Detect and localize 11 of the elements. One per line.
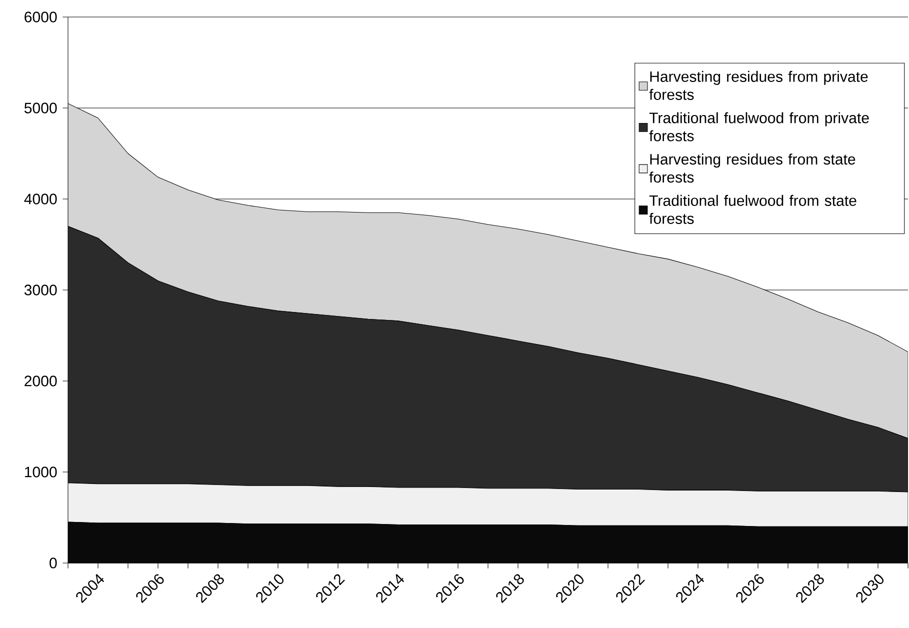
legend-label: Harvesting residues from private forests [649,70,868,100]
legend-label: Traditional fuelwood from state forests [649,194,856,224]
y-tick-label: 2000 [24,376,57,386]
y-tick-label: 6000 [24,12,57,22]
legend-label: Traditional fuelwood from private forests [649,112,869,142]
y-tick-label: 0 [50,558,57,568]
y-tick-label: 1000 [25,466,57,478]
y-tick-label: 5000 [24,102,57,114]
y-tick-label: 4000 [24,194,57,204]
y-tick-label: 3000 [24,284,57,296]
legend-label: Harvesting residues from state forests [649,154,856,183]
